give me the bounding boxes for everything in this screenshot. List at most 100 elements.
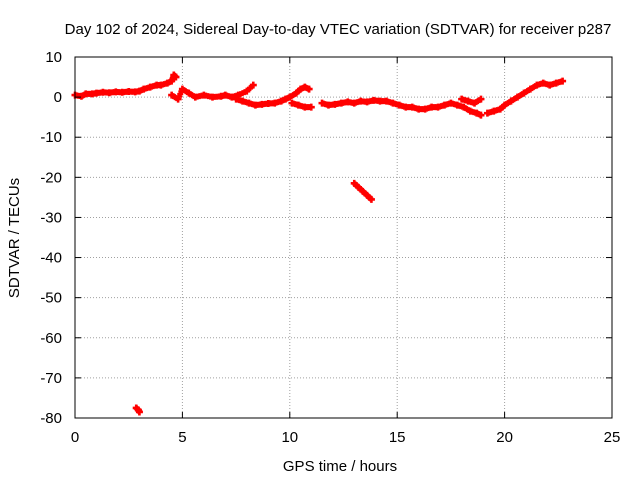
data-point xyxy=(288,99,296,107)
data-point xyxy=(350,179,358,187)
data-point xyxy=(389,99,397,107)
data-point xyxy=(191,93,199,101)
data-point xyxy=(324,101,332,109)
data-point xyxy=(200,91,208,99)
data-point xyxy=(458,95,466,103)
data-point xyxy=(421,105,429,113)
data-point xyxy=(490,107,498,115)
data-point xyxy=(135,87,143,95)
data-point xyxy=(239,97,247,105)
data-point xyxy=(526,85,534,93)
data-point xyxy=(559,77,567,85)
data-point xyxy=(172,73,180,81)
data-point xyxy=(466,107,474,115)
data-point xyxy=(249,81,257,89)
data-point xyxy=(477,95,485,103)
data-point xyxy=(157,81,165,89)
data-point xyxy=(363,191,371,199)
data-point xyxy=(402,103,410,111)
data-point xyxy=(533,81,541,89)
data-point xyxy=(163,79,171,87)
axis-ticks: 0 5 10 15 20 25 10 0 -10 -20 -30 -40 -50 -60 -70 -80 xyxy=(40,49,620,446)
data-point xyxy=(234,91,242,99)
data-point xyxy=(415,105,423,113)
data-point xyxy=(294,101,302,109)
data-point xyxy=(440,101,448,109)
y-tick-label: -70 xyxy=(40,370,62,387)
data-point xyxy=(447,99,455,107)
data-point xyxy=(92,89,100,97)
data-point xyxy=(292,89,300,97)
data-point xyxy=(359,187,367,195)
data-point xyxy=(77,92,85,100)
data-point xyxy=(408,103,416,111)
data-point xyxy=(82,90,90,98)
data-point xyxy=(370,96,378,104)
plot-frame xyxy=(74,56,613,419)
y-tick-label: -10 xyxy=(40,129,62,146)
data-point xyxy=(307,103,315,111)
x-tick-label: 15 xyxy=(389,429,406,446)
data-point xyxy=(168,77,176,85)
data-point xyxy=(301,103,309,111)
data-point xyxy=(382,97,390,105)
y-tick-label: -50 xyxy=(40,290,62,307)
data-point xyxy=(243,87,251,95)
y-tick-label: -20 xyxy=(40,169,62,186)
x-tick-label: 5 xyxy=(178,429,186,446)
data-point xyxy=(331,100,339,108)
data-point xyxy=(464,97,472,105)
data-point xyxy=(105,89,113,97)
data-point xyxy=(471,99,479,107)
y-tick-label: -60 xyxy=(40,330,62,347)
data-point xyxy=(520,89,528,97)
data-point xyxy=(513,93,521,101)
y-axis-label: SDTVAR / TECUs xyxy=(6,178,23,298)
series-sdtvar xyxy=(71,71,567,416)
data-point xyxy=(395,101,403,109)
data-point xyxy=(245,99,253,107)
x-axis-label: GPS time / hours xyxy=(283,458,397,475)
data-point xyxy=(453,101,461,109)
data-series xyxy=(71,71,567,416)
x-tick-label: 10 xyxy=(281,429,298,446)
data-point xyxy=(286,93,294,101)
data-point xyxy=(477,111,485,119)
data-point xyxy=(428,103,436,111)
data-point xyxy=(305,85,313,93)
chart-title: Day 102 of 2024, Sidereal Day-to-day VTE… xyxy=(65,21,612,38)
x-tick-label: 20 xyxy=(496,429,513,446)
data-point xyxy=(473,109,481,117)
data-point xyxy=(221,91,229,99)
data-point xyxy=(277,97,285,105)
data-point xyxy=(539,79,547,87)
y-tick-label: -30 xyxy=(40,209,62,226)
data-point xyxy=(434,103,442,111)
data-point xyxy=(297,85,305,93)
data-point xyxy=(350,99,358,107)
y-tick-label: 0 xyxy=(54,89,62,106)
data-point xyxy=(552,79,560,87)
data-point xyxy=(376,97,384,105)
data-point xyxy=(357,97,365,105)
data-point xyxy=(363,98,371,106)
data-point xyxy=(112,88,120,96)
data-point xyxy=(271,99,279,107)
y-tick-label: -40 xyxy=(40,250,62,267)
data-point xyxy=(251,101,259,109)
data-point xyxy=(168,91,176,99)
data-point xyxy=(546,81,554,89)
data-point xyxy=(232,95,240,103)
data-point xyxy=(125,87,133,95)
data-point xyxy=(178,85,186,93)
data-point xyxy=(337,99,345,107)
data-point xyxy=(344,98,352,106)
data-point xyxy=(258,100,266,108)
data-point xyxy=(367,195,375,203)
data-point xyxy=(99,88,107,96)
y-tick-label: -80 xyxy=(40,410,62,427)
data-point xyxy=(174,95,182,103)
x-tick-label: 25 xyxy=(604,429,621,446)
